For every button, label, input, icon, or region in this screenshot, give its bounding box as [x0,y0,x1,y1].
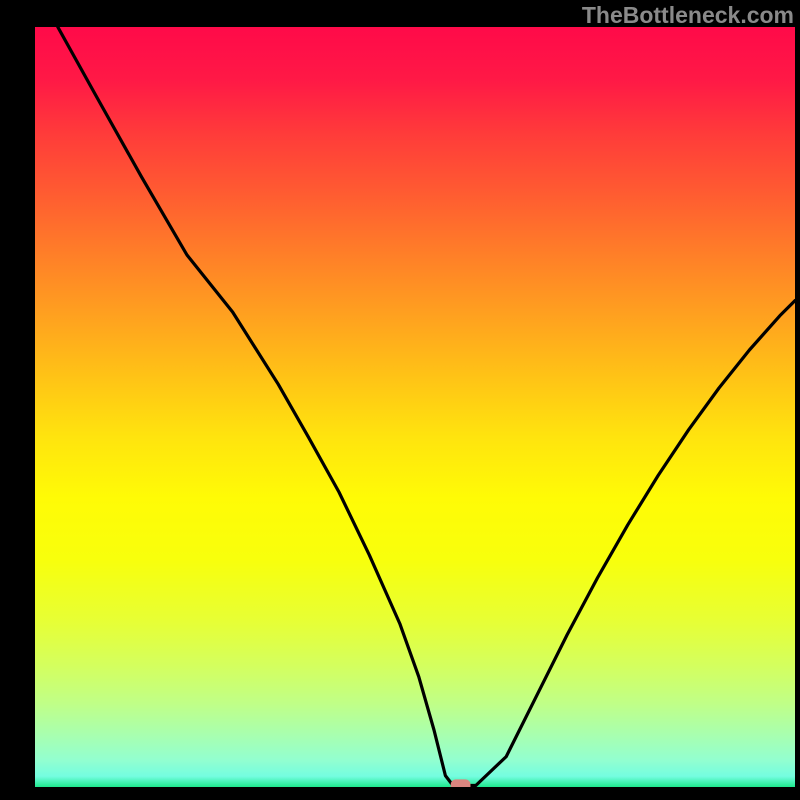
watermark-text: TheBottleneck.com [582,2,794,29]
optimum-marker [451,779,471,787]
chart-svg [35,27,795,787]
chart-plot-area [35,27,795,787]
chart-background [35,27,795,787]
